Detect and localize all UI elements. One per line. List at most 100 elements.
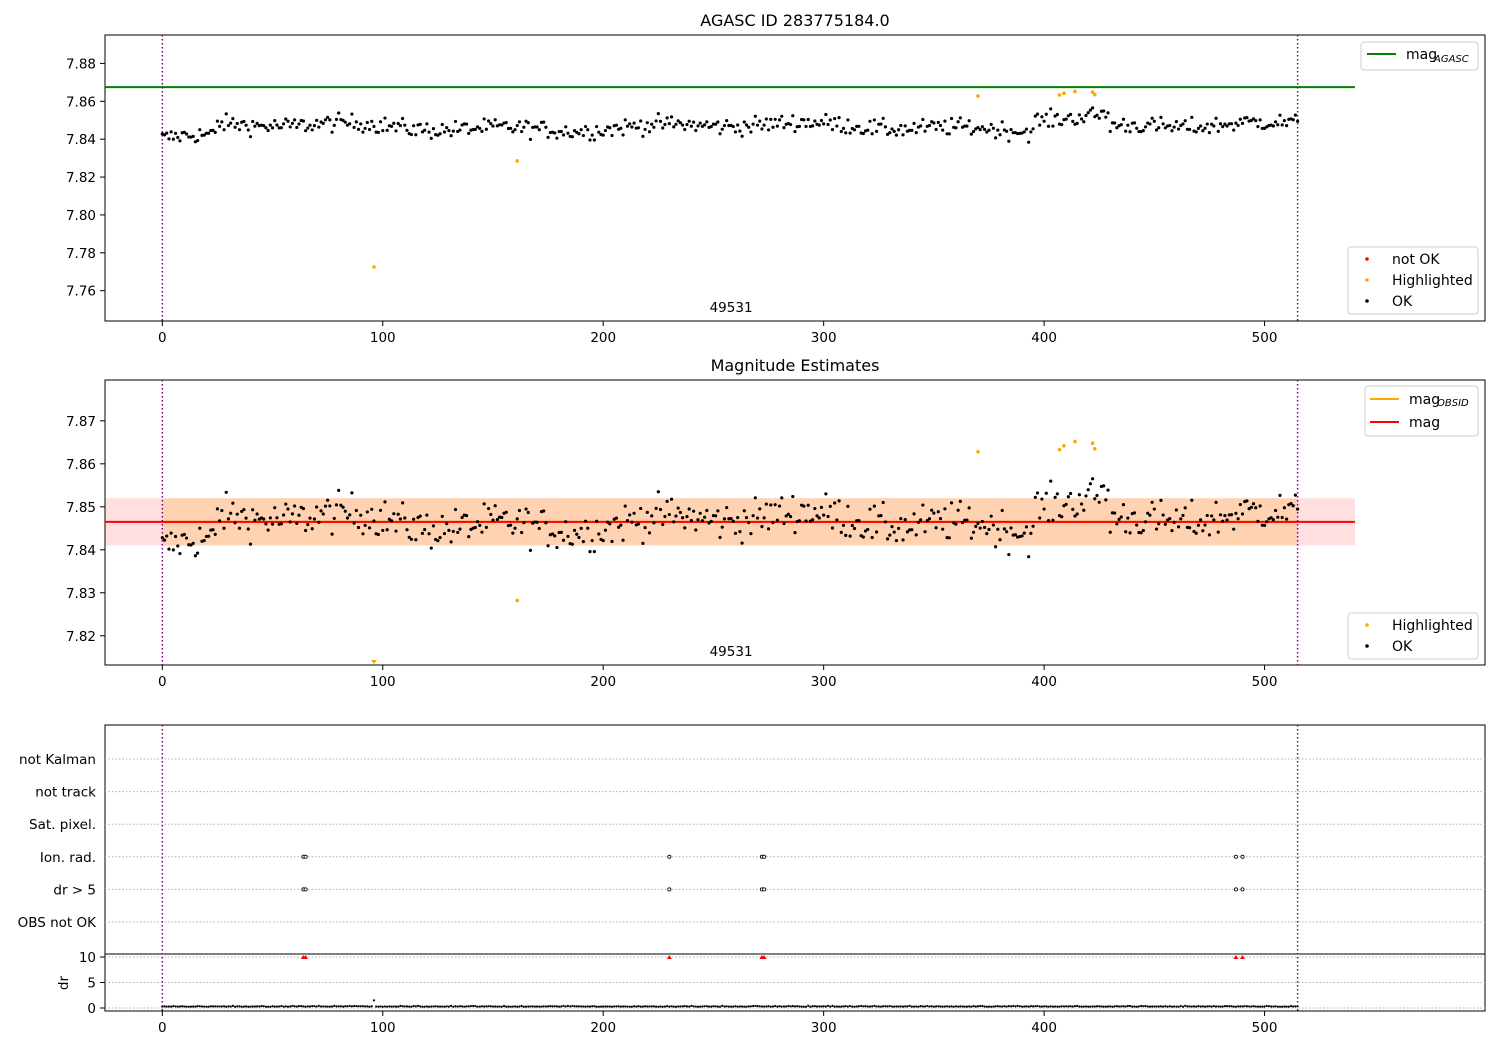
dr-point: [200, 1005, 204, 1008]
ok-point: [703, 123, 707, 127]
flag-category-label: not track: [35, 785, 96, 801]
dr-point: [1065, 1005, 1068, 1008]
dr-point: [165, 1005, 168, 1008]
dr-point: [939, 1005, 942, 1008]
ok-point: [758, 507, 762, 511]
estimates-ytick-label: 7.84: [66, 543, 96, 559]
ok-point: [440, 514, 444, 519]
ok-point: [870, 132, 874, 136]
ok-point: [844, 131, 848, 135]
ok-point: [1203, 523, 1207, 527]
dr-point: [447, 1005, 450, 1008]
ok-point: [661, 522, 665, 527]
ok-point: [720, 525, 724, 529]
ok-point: [1088, 108, 1092, 112]
ok-point: [1108, 129, 1112, 134]
ok-point: [949, 501, 954, 505]
ok-point: [1183, 119, 1187, 123]
ok-point: [987, 128, 991, 132]
ok-point: [897, 526, 901, 530]
dr-point: [491, 1005, 495, 1008]
ok-point: [590, 538, 594, 543]
ok-point: [334, 503, 339, 507]
ok-point: [1124, 530, 1128, 534]
dr-point: [778, 1005, 781, 1008]
dr-point: [372, 999, 376, 1002]
ok-point: [773, 117, 777, 121]
ok-point: [1079, 117, 1084, 121]
dr-point: [1146, 1005, 1149, 1008]
dr-point: [390, 1005, 393, 1008]
dr-point: [1192, 1005, 1196, 1008]
dr-point: [1054, 1005, 1057, 1008]
dr-point: [692, 1005, 695, 1008]
ok-point: [934, 127, 938, 132]
estimates-ytick-label: 7.82: [66, 629, 96, 645]
dr-point: [564, 1005, 567, 1008]
ok-point: [872, 504, 876, 508]
ok-point: [570, 542, 574, 546]
dr-point: [804, 1005, 808, 1008]
dr-point: [681, 1005, 684, 1008]
ok-point: [1044, 112, 1048, 116]
ok-point: [625, 518, 630, 523]
dr-point: [1098, 1005, 1101, 1008]
ok-point: [1051, 124, 1055, 128]
ok-point: [162, 133, 167, 137]
dr-point: [260, 1005, 263, 1008]
dr-point: [350, 1005, 354, 1008]
ok-point: [511, 130, 515, 134]
dr-point: [846, 1005, 850, 1008]
dr-point: [866, 1005, 869, 1008]
ok-point: [301, 119, 306, 123]
ok-point: [771, 521, 775, 525]
dr-point: [1212, 1004, 1215, 1008]
ok-point: [753, 496, 757, 500]
ok-point: [184, 132, 189, 136]
dr-point: [381, 1005, 384, 1008]
ok-point: [1159, 115, 1163, 120]
dr-point: [1272, 1005, 1275, 1008]
ok-point: [310, 527, 314, 531]
ok-point: [614, 516, 619, 520]
dr-point: [366, 1005, 369, 1008]
ok-point: [266, 528, 270, 532]
ok-point: [1154, 128, 1159, 132]
ok-point: [861, 131, 865, 136]
dr-point: [291, 1004, 294, 1008]
ok-point: [1201, 129, 1205, 133]
dr-point: [392, 1005, 395, 1008]
ok-point: [401, 116, 405, 121]
dr-point: [167, 1005, 171, 1008]
dr-point: [987, 1005, 991, 1008]
dr-point: [703, 1005, 706, 1008]
ok-point: [304, 528, 308, 533]
dr-point: [1073, 1005, 1077, 1008]
ok-point: [328, 504, 332, 508]
ok-point: [1273, 508, 1278, 513]
dr-point: [308, 1005, 312, 1008]
ok-point: [883, 125, 887, 129]
ok-point: [365, 510, 369, 514]
ok-point: [266, 128, 270, 133]
ok-point: [1106, 488, 1110, 492]
dr-point: [1219, 1005, 1222, 1008]
dr-point: [355, 1004, 358, 1008]
ok-point: [202, 133, 206, 137]
ok-point: [910, 128, 914, 132]
dr-point: [729, 1005, 733, 1008]
ok-point: [949, 116, 954, 121]
ok-point: [1190, 115, 1194, 119]
ok-point: [317, 520, 321, 524]
ok-point: [407, 535, 411, 539]
dr-point: [595, 1005, 598, 1008]
ok-point: [1262, 523, 1267, 527]
ok-point: [566, 131, 570, 135]
ok-point: [1225, 518, 1229, 522]
dr-point: [313, 1005, 316, 1008]
ok-point: [698, 121, 702, 125]
ok-point: [1132, 511, 1137, 515]
ok-point: [830, 127, 835, 132]
ok-point: [744, 515, 749, 520]
ok-point: [526, 510, 530, 515]
